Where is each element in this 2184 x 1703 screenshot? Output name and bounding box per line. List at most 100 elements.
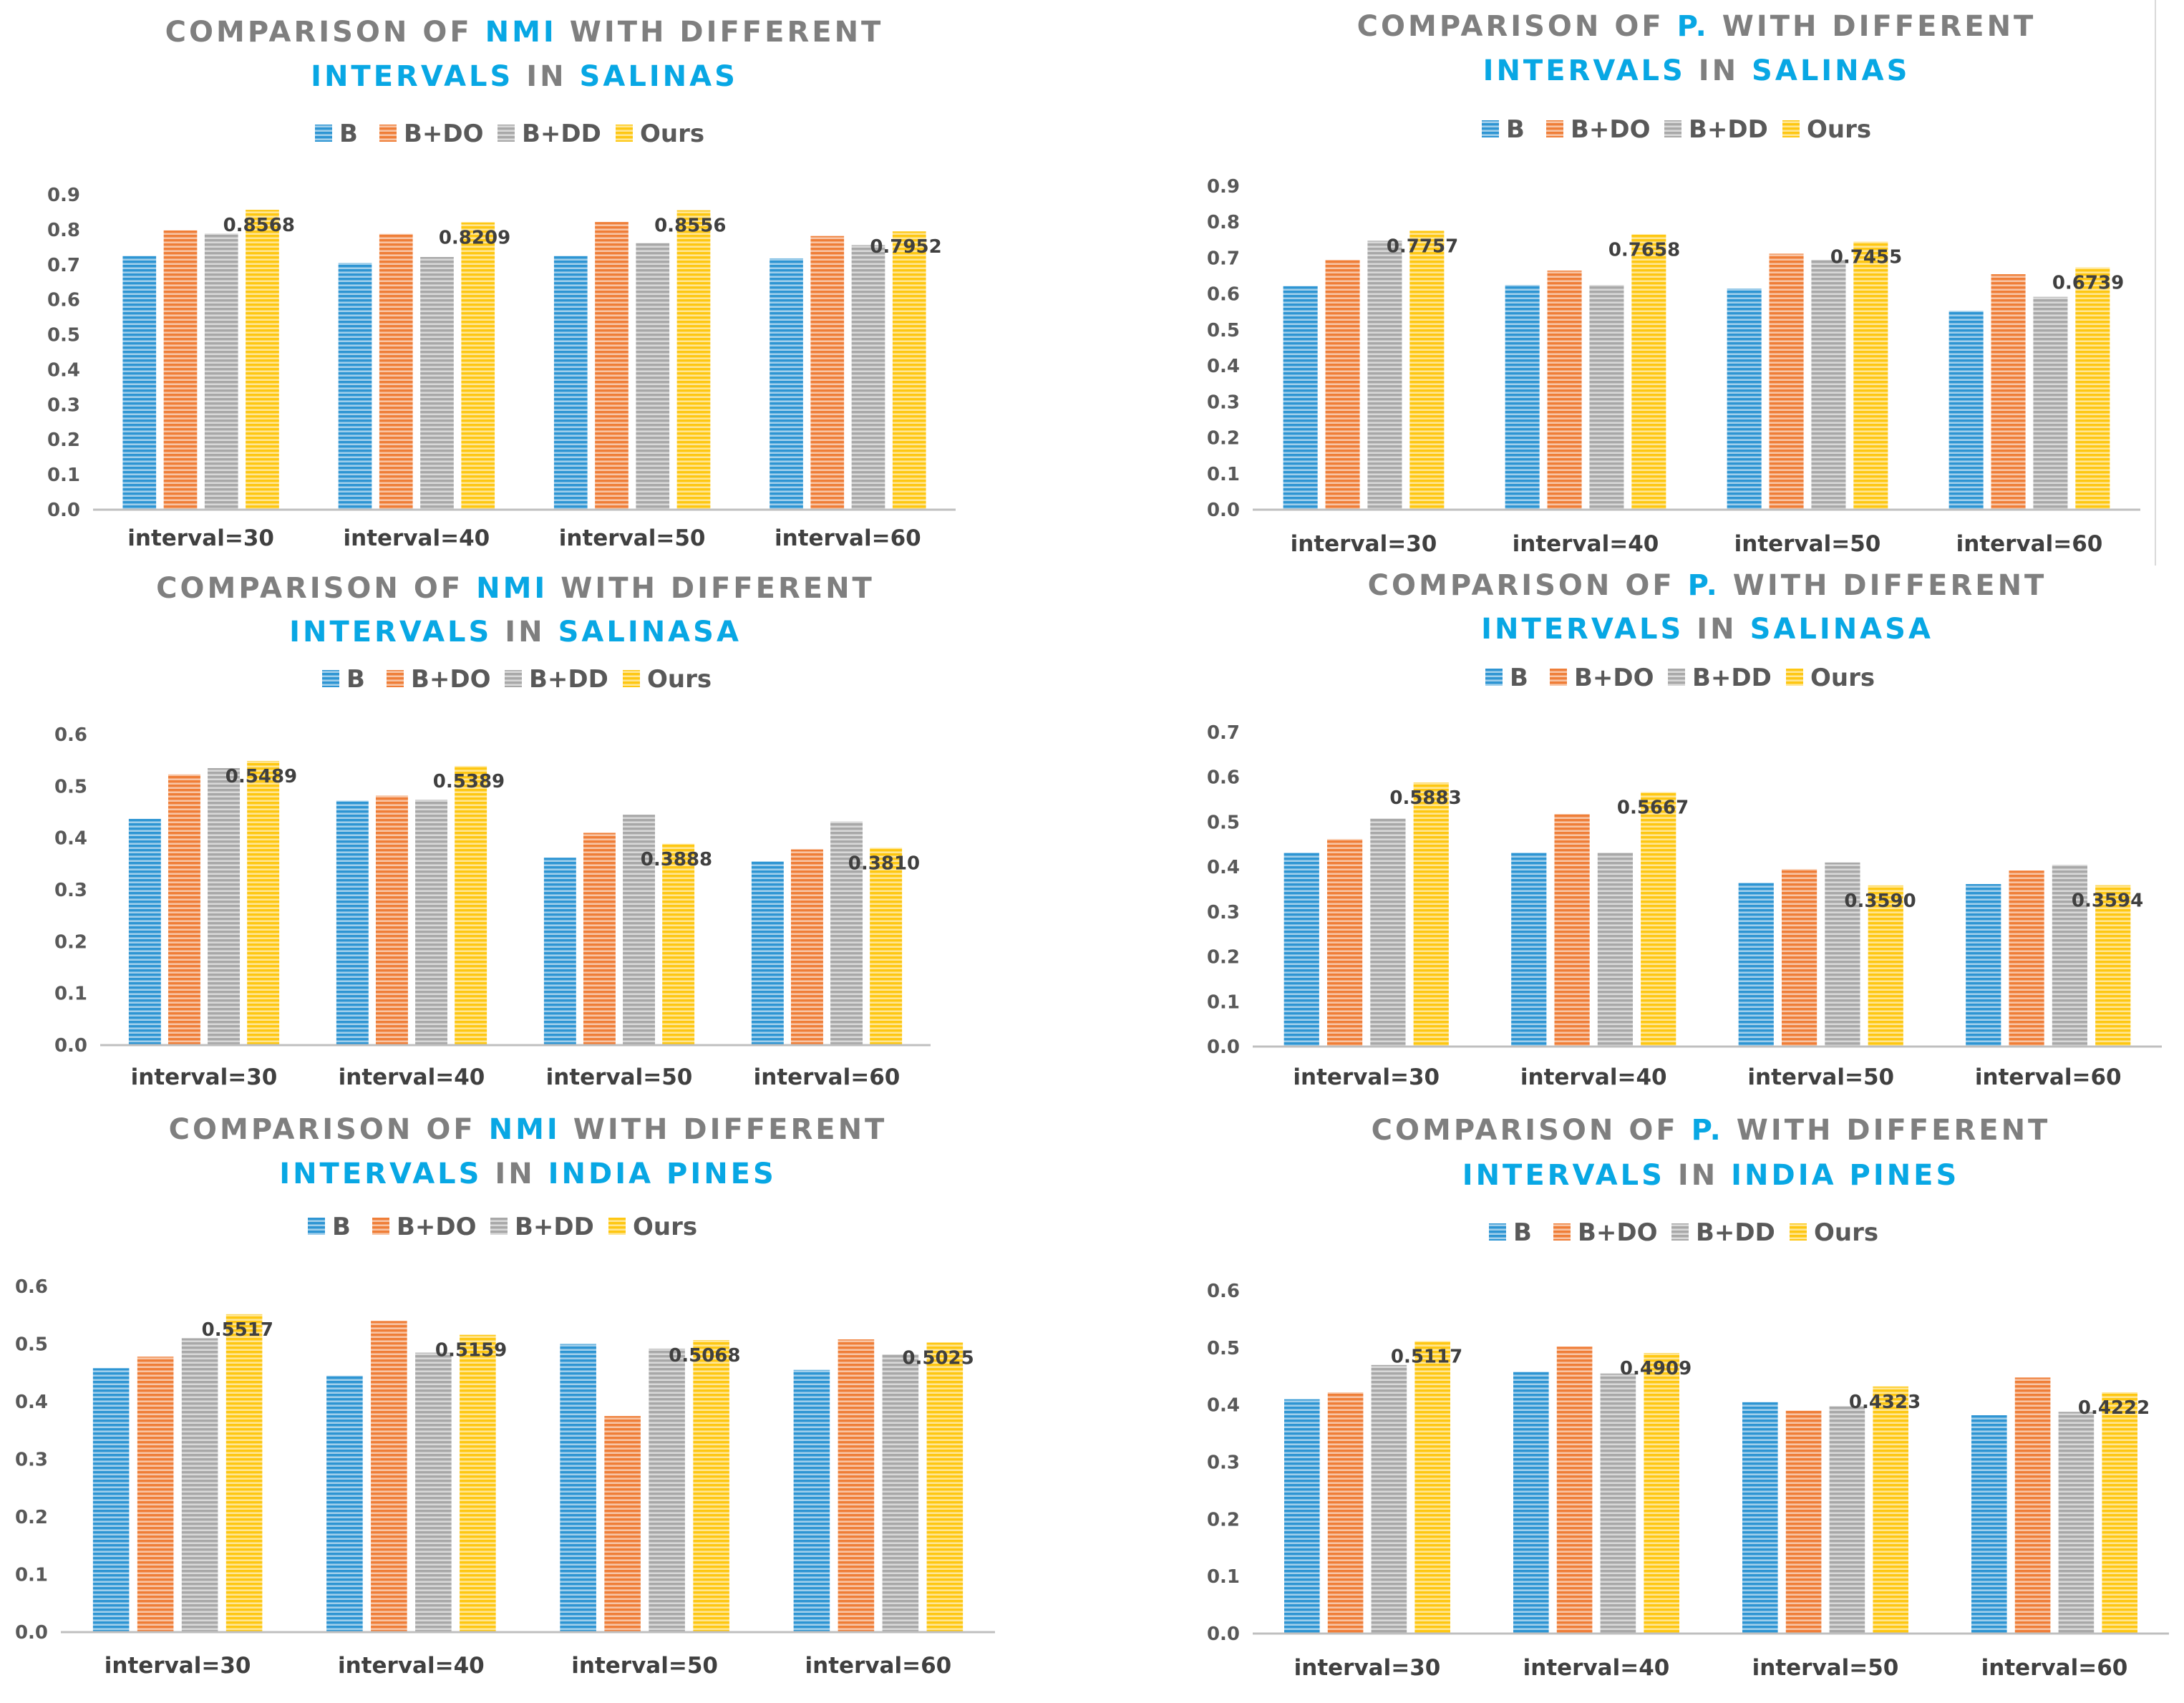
x-category-label: interval=60 (1956, 531, 2103, 557)
y-tick-label: 0.8 (1207, 212, 1240, 233)
x-category-label: interval=40 (1523, 1655, 1670, 1681)
bar-ours-interval-60 (2095, 885, 2131, 1047)
data-label: 0.7658 (1608, 239, 1680, 261)
bar-b-do-interval-60 (838, 1339, 875, 1632)
bar-b-interval-30 (1283, 853, 1319, 1047)
bar-b-dd-interval-30 (204, 233, 238, 510)
bar-b-do-interval-30 (1327, 1392, 1364, 1634)
legend-swatch-ours (623, 670, 640, 687)
chart-1: COMPARISON OF NMI WITH DIFFERENT INTERVAL… (47, 16, 956, 551)
data-label: 0.8209 (439, 228, 510, 249)
y-tick-label: 0.1 (1207, 991, 1240, 1013)
bar-b-interval-50 (560, 1344, 596, 1632)
y-tick-label: 0.0 (15, 1622, 48, 1644)
data-label: 0.7455 (1830, 247, 1902, 268)
data-label: 0.5883 (1389, 787, 1461, 809)
y-tick-label: 0.0 (1207, 1037, 1240, 1058)
bar-ours-interval-40 (455, 766, 487, 1045)
y-tick-label: 0.3 (1207, 392, 1240, 413)
bar-b-do-interval-60 (790, 849, 823, 1045)
y-tick-label: 0.6 (54, 724, 87, 746)
y-tick-label: 0.3 (1207, 902, 1240, 923)
bar-b-interval-60 (1966, 883, 2001, 1047)
bar-b-dd-interval-50 (1825, 862, 1860, 1047)
chart-title-line-1: COMPARISON OF NMI WITH DIFFERENT (169, 1113, 888, 1146)
y-tick-label: 0.0 (47, 500, 80, 521)
legend-label: B (1513, 1218, 1532, 1247)
bar-ours-interval-50 (1873, 1386, 1908, 1634)
chart-title-line-2: INTERVALS IN SALINAS (1483, 54, 1911, 87)
bar-b-interval-40 (336, 800, 369, 1045)
y-tick-label: 0.7 (47, 255, 80, 276)
chart-title-line-1: COMPARISON OF NMI WITH DIFFERENT (165, 16, 884, 49)
bar-b-interval-30 (1283, 286, 1318, 510)
y-tick-label: 0.6 (1207, 1281, 1240, 1302)
chart-title-line-1: COMPARISON OF NMI WITH DIFFERENT (156, 572, 875, 605)
bar-b-interval-50 (1727, 288, 1762, 510)
legend-swatch-b (1485, 669, 1503, 686)
y-tick-label: 0.6 (1207, 767, 1240, 789)
x-category-label: interval=30 (1294, 1655, 1441, 1681)
y-tick-label: 0.3 (1207, 1452, 1240, 1474)
legend-label: B+DD (522, 120, 601, 148)
bar-b-dd-interval-50 (636, 243, 670, 510)
bar-b-dd-interval-30 (1367, 241, 1402, 510)
x-category-label: interval=60 (775, 525, 921, 551)
bar-b-do-interval-60 (2009, 870, 2044, 1047)
bar-b-do-interval-40 (1554, 814, 1590, 1047)
data-label: 0.5068 (669, 1345, 740, 1367)
legend-label: Ours (1807, 115, 1871, 144)
bar-b-interval-40 (338, 263, 372, 510)
y-tick-label: 0.5 (1207, 320, 1240, 341)
y-tick-label: 0.4 (1207, 356, 1240, 377)
bar-b-do-interval-40 (371, 1321, 407, 1632)
bar-b-dd-interval-40 (420, 257, 454, 510)
y-tick-label: 0.6 (1207, 284, 1240, 306)
bar-ours-interval-30 (225, 1314, 263, 1632)
x-category-label: interval=30 (127, 525, 274, 551)
bar-b-dd-interval-50 (1811, 259, 1846, 510)
bar-ours-interval-30 (1413, 782, 1449, 1047)
data-label: 0.3810 (848, 853, 920, 874)
y-tick-label: 0.1 (1207, 1566, 1240, 1588)
x-category-label: interval=50 (559, 525, 706, 551)
bar-b-do-interval-50 (1785, 1410, 1822, 1634)
bar-b-interval-60 (1948, 311, 1984, 510)
data-label: 0.4222 (2078, 1397, 2150, 1419)
legend-swatch-b-dd (498, 125, 515, 142)
x-category-label: interval=30 (1293, 1064, 1440, 1090)
bar-b-do-interval-30 (1325, 259, 1360, 510)
y-tick-label: 0.5 (15, 1334, 48, 1356)
legend-label: B+DD (529, 665, 608, 694)
bar-ours-interval-60 (2102, 1392, 2137, 1634)
legend-label: B+DO (1571, 115, 1651, 144)
chart-3: COMPARISON OF NMI WITH DIFFERENT INTERVAL… (54, 572, 931, 1090)
legend-label: B (339, 120, 358, 148)
bar-b-dd-interval-40 (1600, 1373, 1636, 1634)
y-tick-label: 0.5 (47, 325, 80, 346)
bar-b-dd-interval-50 (623, 815, 656, 1045)
legend-label: B+DD (1692, 664, 1772, 692)
data-label: 0.3888 (641, 849, 712, 870)
legend-swatch-b (322, 670, 339, 687)
bar-b-interval-50 (1742, 1402, 1778, 1634)
data-label: 0.4323 (1849, 1392, 1921, 1413)
y-tick-label: 0.0 (1207, 1624, 1240, 1645)
bar-b-do-interval-40 (1556, 1347, 1593, 1634)
bar-b-interval-60 (793, 1369, 830, 1632)
bar-ours-interval-40 (461, 222, 495, 510)
y-tick-label: 0.2 (47, 430, 80, 451)
data-label: 0.5159 (435, 1340, 507, 1362)
bar-b-interval-50 (543, 858, 576, 1045)
y-tick-label: 0.2 (15, 1507, 48, 1528)
legend-swatch-b (1482, 120, 1499, 137)
bar-ours-interval-40 (1631, 234, 1666, 510)
chart-title-line-2: INTERVALS IN SALINASA (289, 616, 742, 649)
bar-b-interval-40 (326, 1375, 363, 1632)
legend-label: B+DO (411, 665, 491, 694)
bar-b-do-interval-30 (1326, 839, 1363, 1047)
x-category-label: interval=40 (1513, 531, 1659, 557)
bar-b-do-interval-30 (137, 1357, 174, 1632)
legend-swatch-b-dd (1668, 669, 1685, 686)
